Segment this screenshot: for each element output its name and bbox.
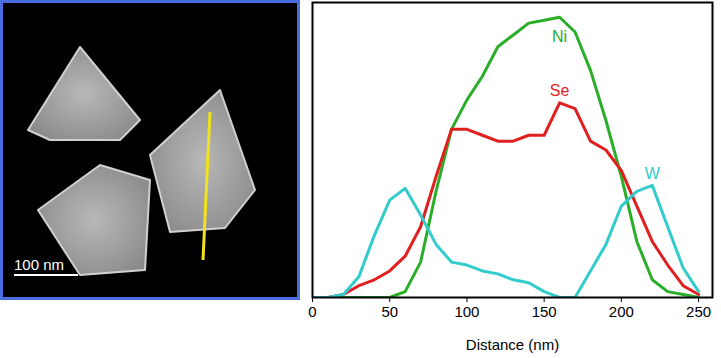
svg-text:50: 50 (381, 303, 398, 320)
svg-text:W: W (645, 165, 661, 182)
svg-text:200: 200 (609, 303, 634, 320)
svg-text:100 nm: 100 nm (14, 256, 64, 273)
svg-text:Distance (nm): Distance (nm) (466, 336, 559, 353)
svg-text:250: 250 (686, 303, 711, 320)
svg-text:150: 150 (532, 303, 557, 320)
svg-text:100: 100 (454, 303, 479, 320)
svg-text:Se: Se (550, 82, 570, 99)
svg-text:Ni: Ni (552, 28, 567, 45)
svg-text:0: 0 (308, 303, 316, 320)
